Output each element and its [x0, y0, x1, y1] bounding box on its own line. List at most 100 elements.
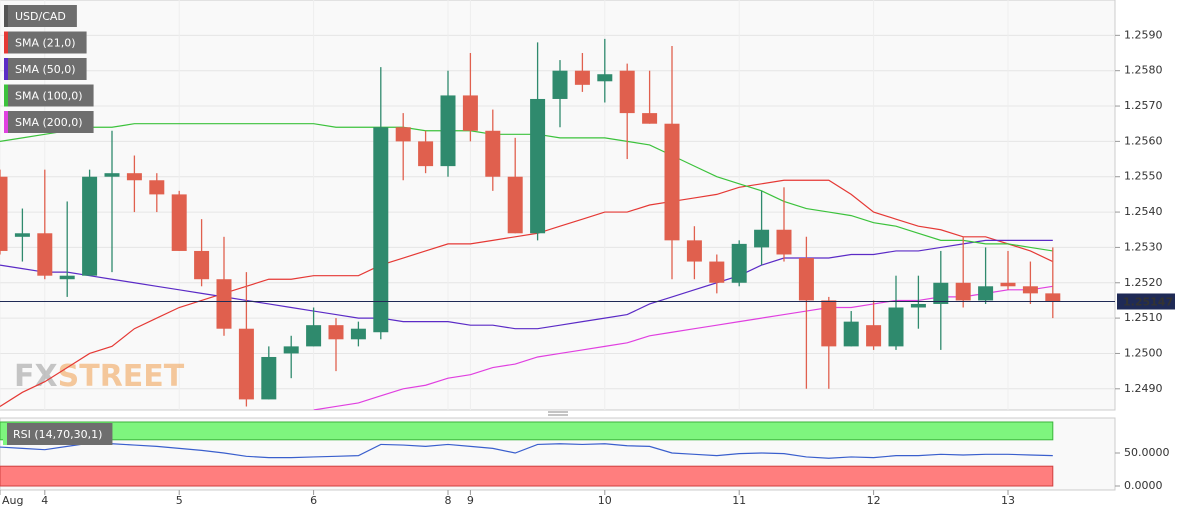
legend-swatch: [4, 5, 8, 27]
candle-body: [709, 261, 725, 283]
candle-body: [37, 233, 53, 276]
candle-body: [866, 325, 882, 347]
x-tick-label: 4: [41, 494, 48, 507]
candle-body: [843, 321, 859, 347]
legend-label: RSI (14,70,30,1): [13, 428, 102, 441]
y-tick-label: 1.2590: [1124, 28, 1163, 41]
x-tick-label: 6: [310, 494, 317, 507]
y-tick-label: 1.2510: [1124, 311, 1163, 324]
indicator-line: [0, 239, 1053, 330]
legend-box: [4, 31, 87, 54]
last-price-label: 1.25147: [1123, 295, 1173, 308]
indicator-line: [0, 123, 1053, 252]
candle-body: [686, 240, 702, 262]
candle-body: [418, 141, 434, 167]
x-tick-label: 8: [445, 494, 452, 507]
candle-body: [440, 95, 456, 167]
legend-box: [4, 5, 77, 27]
candle-body: [1045, 293, 1061, 302]
candle-body: [395, 127, 411, 142]
legend-swatch: [4, 31, 8, 54]
y-tick-label: 1.2530: [1124, 240, 1163, 253]
x-tick-label: 11: [732, 494, 746, 507]
candle-body: [238, 328, 254, 400]
y-tick-label: 1.2560: [1124, 134, 1163, 147]
y-tick-label: 1.2540: [1124, 205, 1163, 218]
y-tick-label: 1.2570: [1124, 99, 1163, 112]
candle-body: [1000, 282, 1016, 287]
candle-body: [888, 307, 904, 347]
candle-body: [104, 173, 120, 177]
indicator-line: [0, 442, 1053, 459]
candle-body: [328, 325, 344, 340]
legend-box: [4, 58, 87, 80]
x-tick-label: 12: [867, 494, 881, 507]
candle-body: [283, 346, 299, 354]
legend-swatch: [4, 84, 8, 107]
legend-swatch: [4, 111, 8, 133]
candle-body: [978, 286, 994, 301]
x-tick-label: 10: [598, 494, 612, 507]
candle-body: [642, 113, 658, 124]
candle-body: [552, 70, 568, 99]
x-tick-label: Aug: [2, 494, 23, 507]
indicator-line: [0, 179, 1054, 407]
x-tick-label: 13: [1001, 494, 1015, 507]
candle-body: [1022, 286, 1038, 294]
candle-body: [126, 173, 142, 181]
candle-body: [306, 325, 322, 347]
legend-label: SMA (50,0): [15, 63, 76, 76]
candle-body: [350, 328, 366, 340]
candle-body: [194, 250, 210, 280]
x-tick-label: 9: [467, 494, 474, 507]
candle-body: [597, 74, 613, 82]
axes: 1.2490 1.2500 1.2510 1.2520 1.2530 1.2540 1.25…: [0, 28, 1175, 507]
candle-body: [910, 303, 926, 308]
legend-label: SMA (21,0): [15, 37, 76, 50]
main-plot: FXSTREET: [0, 0, 1115, 410]
candle-body: [619, 70, 635, 114]
candle-body: [82, 176, 98, 276]
watermark-part: FX: [14, 359, 58, 394]
x-tick-label: 5: [176, 494, 183, 507]
legend-label: SMA (200,0): [15, 116, 83, 129]
candle-body: [14, 233, 30, 237]
candle-body: [0, 176, 8, 251]
y-tick-label: 1.2520: [1124, 276, 1163, 289]
candle-body: [664, 123, 680, 241]
watermark: FXSTREET: [14, 359, 185, 394]
watermark-part: STREET: [58, 359, 185, 394]
indicator-line: [313, 285, 1053, 410]
y-tick-label: 1.2500: [1124, 346, 1163, 359]
rsi-plot: [0, 421, 1054, 487]
candle-body: [149, 180, 165, 195]
candle-body: [798, 258, 814, 301]
candle-body: [754, 229, 770, 248]
candle-body: [373, 127, 389, 333]
candle-body: [821, 300, 837, 347]
legend-label: USD/CAD: [15, 10, 66, 23]
candle-body: [485, 130, 501, 177]
candle-body: [574, 70, 590, 85]
legend: USD/CAD SMA (21,0) SMA (50,0) SMA (100,0) SM…: [3, 5, 113, 445]
candle-body: [59, 275, 75, 280]
candle-body: [530, 98, 546, 234]
candle-body: [462, 95, 478, 131]
legend-label: SMA (100,0): [15, 90, 83, 103]
legend-box: [4, 111, 94, 133]
candle-body: [216, 279, 232, 329]
candle-body: [731, 243, 747, 283]
candle-body: [955, 282, 971, 301]
candle-body: [507, 176, 523, 234]
overbought-band: [0, 421, 1054, 441]
y-tick-label: 1.2580: [1124, 64, 1163, 77]
y-tick-label: 1.2550: [1124, 170, 1163, 183]
main-pane: [0, 0, 1116, 411]
candle-body: [776, 229, 792, 255]
y-tick-label: 0.0000: [1124, 479, 1163, 492]
y-tick-label: 1.2490: [1124, 382, 1163, 395]
last-price-box: [1117, 293, 1175, 310]
legend-swatch: [3, 423, 7, 445]
candle-body: [933, 282, 949, 304]
